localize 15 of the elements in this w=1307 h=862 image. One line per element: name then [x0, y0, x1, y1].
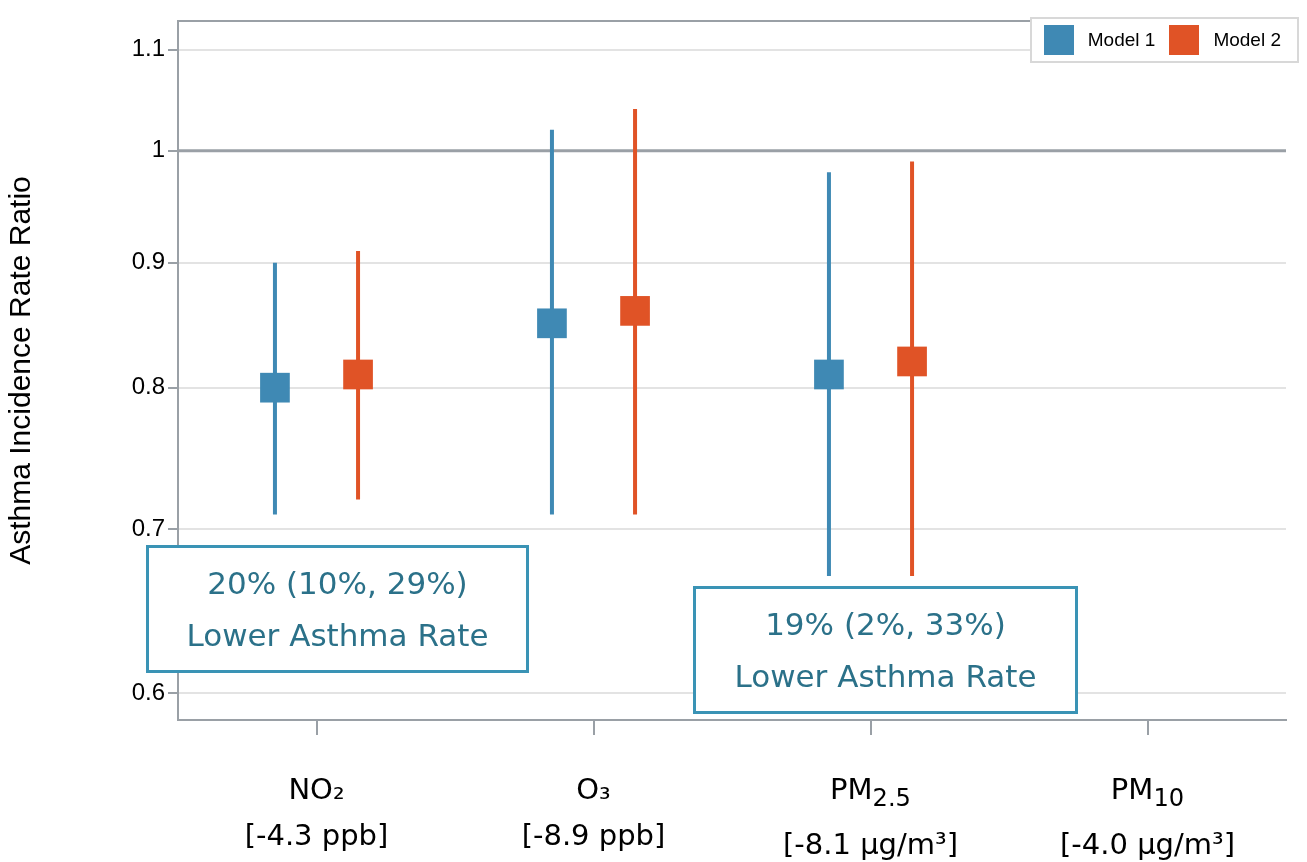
legend-label: Model 1	[1087, 29, 1156, 51]
y-tick-label: 0.6	[131, 677, 165, 705]
x-tick-label: PM$_{10}$ [-4.0 μg/m³]	[1059, 771, 1236, 862]
x-tick-label: O₃ [-8.9 ppb]	[520, 771, 667, 854]
y-tick-label: 0.7	[131, 514, 165, 542]
x-tick-label: PM$_{2.5}$ [-8.1 μg/m³]	[782, 771, 959, 862]
y-tick-label: 1	[151, 135, 165, 163]
y-tick-label: 1.1	[131, 34, 165, 62]
y-tick-label: 0.8	[131, 372, 165, 400]
x-tick-label: NO₂ [-4.3 ppb]	[243, 771, 390, 854]
legend-label: Model 2	[1213, 29, 1281, 51]
annotation: 19% (2%, 33%) Lower Asthma Rate	[693, 586, 1078, 714]
y-tick-label: 0.9	[131, 247, 165, 275]
annotation: 20% (10%, 29%) Lower Asthma Rate	[146, 545, 529, 673]
y-axis-title: Asthma Incidence Rate Ratio	[3, 176, 37, 565]
